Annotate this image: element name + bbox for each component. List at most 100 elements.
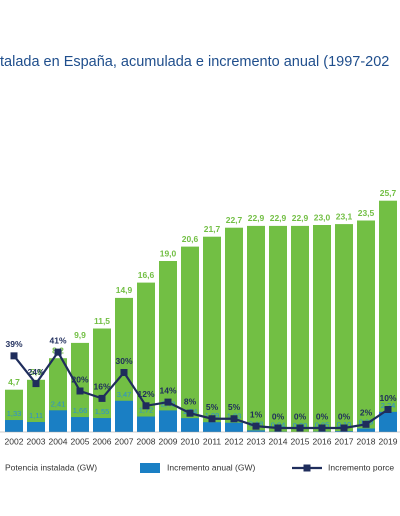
x-tick-label: 2008	[137, 436, 156, 446]
marker	[296, 424, 304, 432]
value-label: 19,0	[160, 248, 177, 258]
legend-swatch	[140, 463, 160, 473]
value-label: 20,6	[182, 234, 199, 244]
bar	[71, 342, 89, 432]
marker	[230, 415, 238, 423]
value-label: 22,9	[248, 213, 265, 223]
legend-swatch	[303, 464, 311, 472]
bar	[49, 410, 67, 432]
bar	[137, 282, 155, 432]
x-tick-label: 2011	[203, 436, 222, 446]
value-label: 0%	[338, 411, 351, 421]
bar	[225, 227, 243, 432]
value-label: 2%	[360, 408, 373, 418]
marker	[54, 348, 62, 356]
value-label: 1,66	[73, 406, 88, 415]
marker	[142, 402, 150, 410]
value-label: 23,5	[358, 208, 375, 218]
x-tick-label: 2017	[335, 436, 354, 446]
bar	[379, 200, 397, 432]
bar	[335, 431, 353, 432]
value-label: 5,8	[30, 367, 42, 377]
value-label: 20%	[71, 374, 88, 384]
value-label: 23,1	[336, 211, 353, 221]
bar	[203, 236, 221, 432]
legend-label: Incremento anual (GW)	[167, 462, 256, 472]
x-tick-label: 2007	[115, 436, 134, 446]
value-label: 8%	[184, 396, 197, 406]
bar	[181, 418, 199, 432]
x-tick-label: 2009	[159, 436, 178, 446]
line	[13, 350, 389, 430]
legend-label: Potencia instalada (GW)	[5, 462, 97, 472]
marker	[362, 420, 370, 428]
value-label: 0%	[272, 411, 285, 421]
x-tick-label: 2018	[357, 436, 376, 446]
x-tick-label: 2015	[291, 436, 310, 446]
chart-title: talada en España, acumulada e incremento…	[0, 54, 389, 70]
bar	[247, 225, 265, 432]
marker	[340, 424, 348, 432]
bar	[27, 422, 45, 432]
value-label: 24%	[27, 367, 44, 377]
bar	[357, 220, 375, 432]
marker	[318, 424, 326, 432]
value-label: 1,11	[29, 411, 43, 420]
bar	[379, 411, 397, 432]
bar	[71, 417, 89, 432]
marker	[98, 394, 106, 402]
bar	[137, 416, 155, 432]
bar	[313, 225, 331, 432]
marker	[252, 422, 260, 430]
value-label: 22,9	[292, 213, 309, 223]
value-label: 10%	[379, 393, 396, 403]
marker	[10, 352, 18, 360]
bar	[115, 400, 133, 432]
bar	[159, 261, 177, 432]
x-tick-label: 2006	[93, 436, 112, 446]
bar	[27, 379, 45, 432]
value-label: 22,9	[270, 213, 287, 223]
value-label: 22,7	[226, 215, 243, 225]
marker	[76, 387, 84, 395]
value-label: 12%	[137, 389, 154, 399]
x-tick-label: 2002	[5, 436, 24, 446]
value-label: 30%	[115, 356, 132, 366]
bar	[291, 225, 309, 432]
bar	[181, 246, 199, 432]
legend-label: Incremento porce	[328, 462, 394, 472]
x-tick-label: 2013	[247, 436, 266, 446]
marker	[208, 415, 216, 423]
value-label: 41%	[49, 335, 66, 345]
bar	[357, 428, 375, 432]
value-label: 23,0	[314, 212, 331, 222]
value-label: 14%	[159, 385, 176, 395]
marker	[274, 424, 282, 432]
value-label: 5%	[228, 402, 241, 412]
value-label: 1,55	[95, 407, 110, 416]
value-label: 3,47	[117, 390, 132, 399]
value-label: 21,7	[204, 224, 221, 234]
value-label: 1,72	[139, 406, 154, 415]
x-tick-label: 2003	[27, 436, 46, 446]
value-label: 2,24	[381, 401, 396, 410]
bar	[247, 430, 265, 432]
x-tick-label: 2012	[225, 436, 244, 446]
value-label: 2,41	[51, 399, 66, 408]
bar	[269, 225, 287, 432]
x-tick-label: 2004	[49, 436, 68, 446]
value-label: 0%	[316, 411, 329, 421]
value-label: 39%	[5, 339, 22, 349]
value-label: 1,33	[7, 409, 22, 418]
value-label: 5%	[206, 402, 219, 412]
bar	[93, 418, 111, 432]
value-label: 1%	[250, 409, 263, 419]
bar	[5, 420, 23, 432]
value-label: 14,9	[116, 285, 133, 295]
marker	[186, 409, 194, 417]
x-tick-label: 2014	[269, 436, 288, 446]
value-label: 11,5	[94, 316, 110, 326]
x-tick-label: 2016	[313, 436, 332, 446]
marker	[32, 380, 40, 388]
x-tick-label: 2005	[71, 436, 90, 446]
